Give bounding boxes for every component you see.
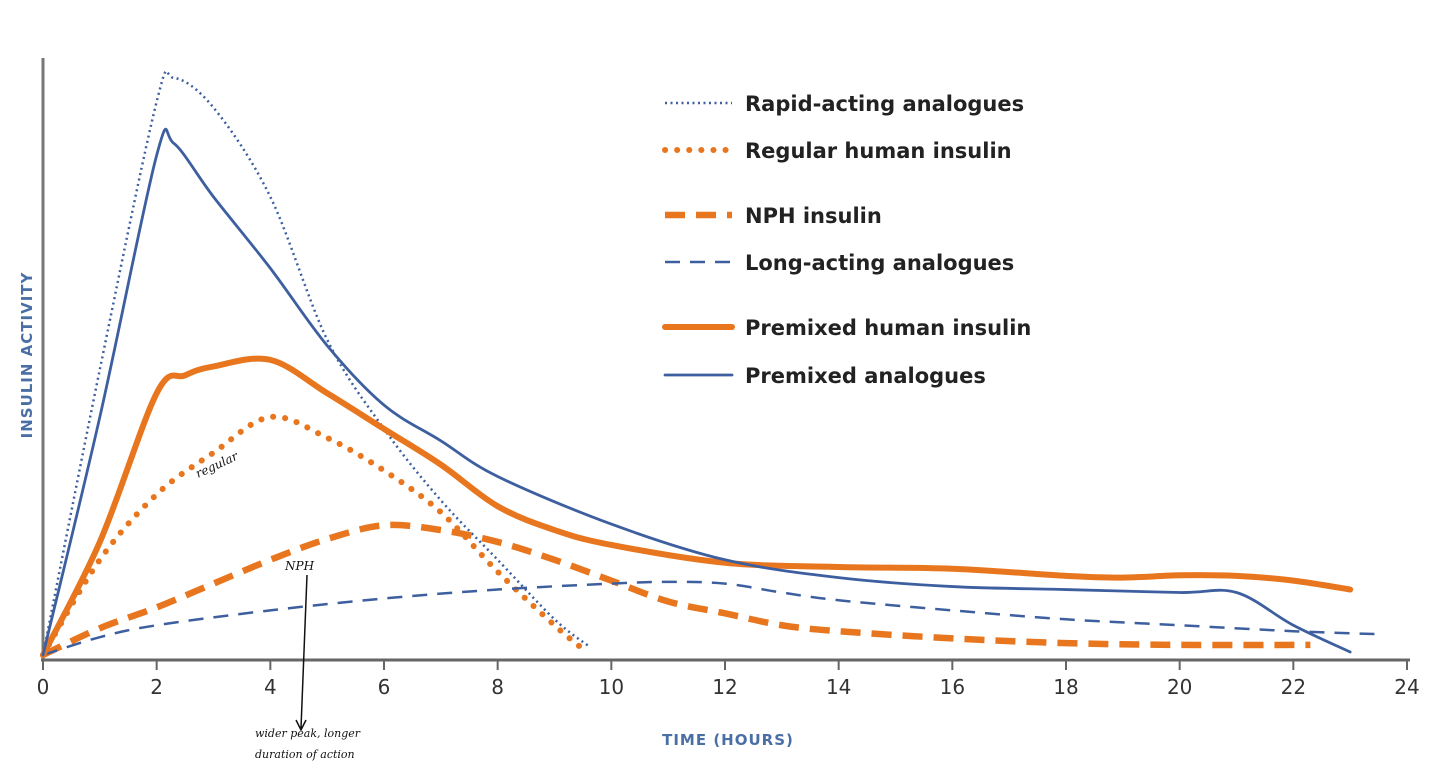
x-tick-label-8: 8 [491, 675, 504, 699]
x-tick-label-18: 18 [1053, 675, 1078, 699]
legend-label-premixed-human-insulin: Premixed human insulin [745, 316, 1031, 340]
x-tick-label-6: 6 [378, 675, 391, 699]
series-line-nph-insulin [41, 521, 1311, 658]
legend-label-regular-human-insulin: Regular human insulin [745, 139, 1012, 163]
series-line-regular-human-insulin [40, 413, 586, 658]
annotation-nph: NPH [284, 559, 315, 573]
annotation-regular: regular [193, 448, 241, 480]
annotation-wider-peak: wider peak, longer [255, 727, 361, 740]
x-tick-label-16: 16 [940, 675, 965, 699]
x-tick-label-12: 12 [712, 675, 737, 699]
x-tick-label-22: 22 [1281, 675, 1306, 699]
x-tick-label-0: 0 [37, 675, 50, 699]
y-axis-title: INSULIN ACTIVITY [18, 271, 36, 438]
series-line-long-acting-analogues [42, 580, 1379, 657]
handwritten-annotations: regular NPH wider peak, longer duration … [193, 448, 360, 761]
x-axis-title: TIME (HOURS) [662, 731, 794, 749]
legend-label-rapid-acting-analogues: Rapid-acting analogues [745, 92, 1024, 116]
x-tick-label-4: 4 [264, 675, 277, 699]
x-tick-label-20: 20 [1167, 675, 1192, 699]
legend-label-nph-insulin: NPH insulin [745, 204, 882, 228]
series-line-premixed-human-insulin [40, 355, 1354, 658]
x-tick-label-10: 10 [599, 675, 624, 699]
series-line-rapid-acting-analogues [41, 69, 590, 656]
annotation-duration: duration of action [255, 748, 355, 761]
x-tick-label-2: 2 [150, 675, 163, 699]
x-tick-label-24: 24 [1394, 675, 1419, 699]
series-line-premixed-analogues [41, 127, 1352, 657]
x-tick-label-14: 14 [826, 675, 851, 699]
legend-label-premixed-analogues: Premixed analogues [745, 364, 986, 388]
annotation-arrow [295, 574, 308, 732]
legend-label-long-acting-analogues: Long-acting analogues [745, 251, 1014, 275]
